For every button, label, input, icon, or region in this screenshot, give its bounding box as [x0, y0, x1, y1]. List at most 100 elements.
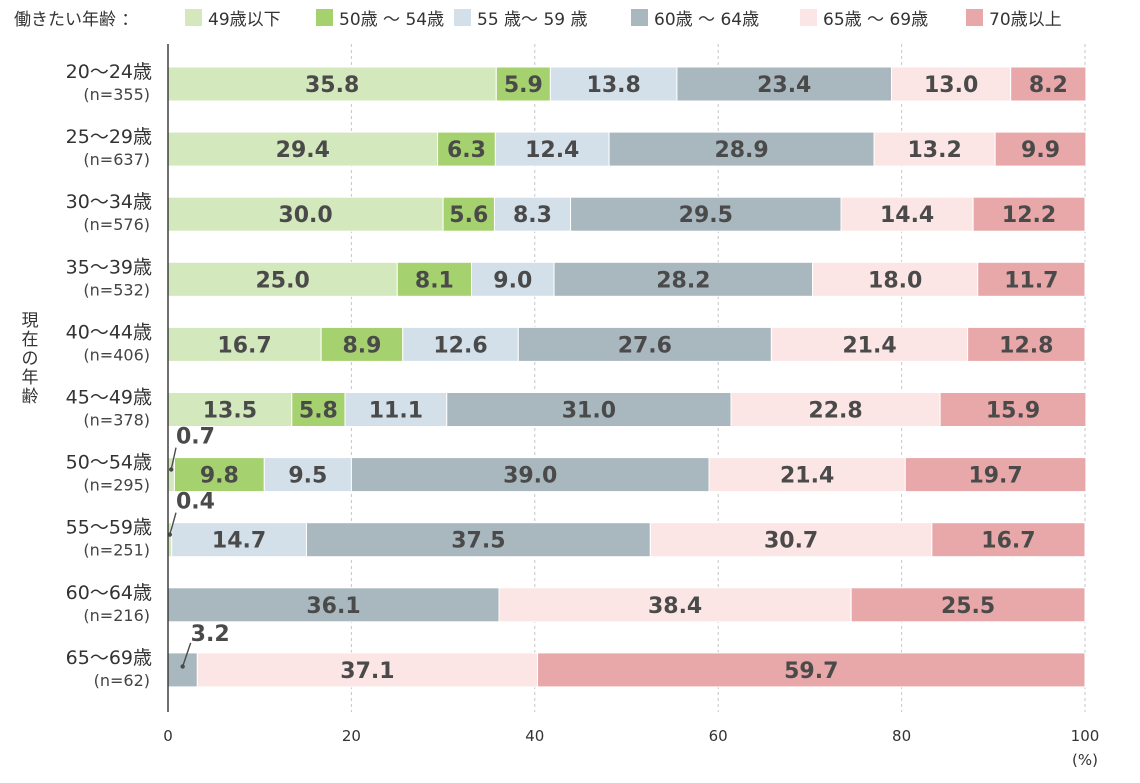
x-tick-label: 60 [709, 727, 728, 745]
bar-value-label: 9.9 [1021, 138, 1060, 163]
legend-swatch [631, 9, 648, 26]
leader-dot [167, 532, 173, 537]
x-tick-label: 80 [892, 727, 911, 745]
bar-segment [350, 457, 710, 493]
bar-value-label: 25.5 [941, 594, 995, 619]
bar-segment [972, 196, 1086, 232]
bar-value-label: 12.8 [999, 333, 1053, 358]
bar-segment [167, 392, 293, 427]
legend-title: 働きたい年齢 ： [14, 10, 138, 30]
bar-segment [537, 652, 1086, 688]
bar-segment [891, 66, 1012, 102]
bar-value-label: 16.7 [217, 333, 271, 358]
bar-segment [173, 457, 265, 493]
bar-segment [396, 261, 473, 297]
bar-value-label: 29.4 [276, 138, 330, 163]
bar-segment [167, 326, 322, 362]
y-axis-title-char: の [22, 349, 39, 369]
bar-segment [967, 326, 1086, 362]
x-tick-label: 100 [1071, 727, 1100, 745]
bar-segment [442, 196, 495, 232]
bar-segment [770, 326, 969, 362]
y-tick-label: 20～24歳 [66, 61, 152, 83]
bar-segment [517, 326, 772, 362]
bar-value-label: 8.1 [415, 268, 454, 293]
y-tick-label: 50～54歳 [66, 452, 152, 474]
bar-value-label: 29.5 [679, 203, 733, 228]
y-tick-sample-size: (n=62) [94, 671, 150, 690]
bar-segment [167, 131, 439, 167]
bar-value-label: 6.3 [447, 138, 486, 163]
bar-value-label: 15.9 [986, 399, 1040, 424]
legend-swatch [185, 9, 202, 26]
bar-value-label: 9.0 [493, 268, 532, 293]
y-tick-sample-size: (n=532) [83, 280, 150, 299]
bar-value-label: 25.0 [255, 268, 309, 293]
leader-dot [180, 664, 185, 669]
y-tick-label: 30～34歳 [66, 191, 152, 213]
bar-value-label: 22.8 [808, 399, 862, 424]
bar-segment [730, 392, 941, 427]
bar-segment [812, 261, 979, 297]
bar-segment [263, 457, 352, 493]
bar-segment [471, 261, 555, 297]
legend-label: 49歳以下 [208, 10, 281, 30]
y-tick-sample-size: (n=216) [83, 606, 150, 625]
y-tick-label: 25～29歳 [66, 126, 152, 148]
legend-label: 55 歳～ 59 歳 [477, 10, 587, 30]
bar-segment [1010, 66, 1087, 102]
bar-value-label: 31.0 [562, 399, 616, 424]
bar-value-label: 13.5 [203, 399, 257, 424]
y-tick-label: 45～49歳 [66, 387, 152, 409]
bar-value-label: 28.2 [656, 268, 710, 293]
bar-value-label: 23.4 [757, 73, 811, 98]
bar-value-label: 16.7 [981, 529, 1035, 554]
y-tick-label: 40～44歳 [66, 321, 152, 343]
x-axis-title: (%) [1072, 751, 1098, 769]
bar-segment [167, 652, 198, 688]
bar-value-label: 13.0 [924, 73, 978, 98]
leader-line [169, 512, 177, 535]
bar-value-label: 21.4 [842, 333, 896, 358]
bar-value-label: 30.7 [764, 529, 818, 554]
legend-label: 60歳 ～ 64歳 [654, 10, 759, 30]
x-tick-labels: 0 20 40 60 80 100 [163, 727, 1099, 745]
bar-value-label: 9.5 [288, 464, 327, 489]
bar-segment [904, 457, 1087, 493]
bar-segment [608, 131, 875, 167]
y-tick-sample-size: (n=251) [83, 541, 150, 560]
x-tick-label: 20 [342, 727, 361, 745]
bar-segment [495, 66, 551, 102]
bar-value-label: 11.7 [1004, 268, 1058, 293]
y-tick-sample-size: (n=576) [83, 215, 150, 234]
y-tick-sample-size: (n=406) [83, 345, 150, 364]
bar-value-label: 36.1 [306, 594, 360, 619]
bar-segment [553, 261, 814, 297]
bar-value-label: 59.7 [784, 659, 838, 684]
bar-value-label: 35.8 [305, 73, 359, 98]
x-tick-label: 0 [163, 727, 173, 745]
legend-swatch [316, 9, 333, 26]
legend-label: 50歳 ～ 54歳 [339, 10, 444, 30]
leader-dot [169, 467, 174, 472]
bar-value-label: 5.8 [299, 399, 338, 424]
bar-segment [840, 196, 974, 232]
bar-segment [171, 522, 307, 558]
bar-labels: 35.8 5.9 13.8 23.4 13.0 8.2 29.4 6.3 12.4 28.9 13.… [167, 73, 1068, 684]
legend-label: 70歳以上 [989, 10, 1062, 30]
bar-segment [446, 392, 732, 427]
bar-segment [167, 261, 398, 297]
bar-segment [498, 587, 852, 623]
bar-value-label: 21.4 [780, 464, 834, 489]
bar-value-label: 27.6 [618, 333, 672, 358]
bar-segment [494, 131, 610, 167]
leader-line [170, 447, 177, 470]
bar-segment [649, 522, 933, 558]
y-axis-title-char: 現 [22, 311, 39, 331]
bar-value-label: 12.6 [433, 333, 487, 358]
bar-value-label: 28.9 [714, 138, 768, 163]
legend-swatch [966, 9, 983, 26]
bar-value-label: 8.2 [1029, 73, 1068, 98]
bar-value-label: 13.2 [907, 138, 961, 163]
